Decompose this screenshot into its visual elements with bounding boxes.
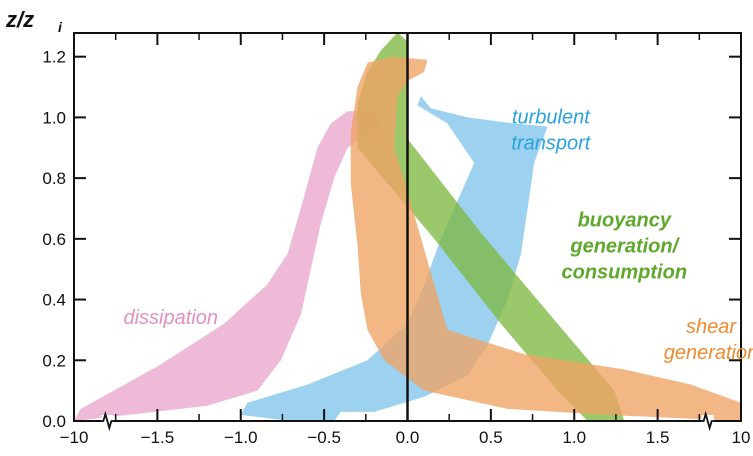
data-bands bbox=[74, 32, 741, 422]
axis-ticks: 0.0 0.2 0.4 0.6 0.8 1.0 1.2 −10 −1.5 −1.0 −0.5 0.0 0… bbox=[42, 33, 750, 447]
label-line: turbulent bbox=[512, 106, 591, 128]
y-axis-label-subscript: i bbox=[58, 19, 63, 35]
band-buoyancy-generation-consumption bbox=[357, 32, 625, 422]
label-line: dissipation bbox=[123, 307, 218, 329]
x-tick-label: 1.0 bbox=[562, 428, 586, 447]
label-buoyancy-generation-consumption: buoyancy generation/consumption bbox=[562, 210, 688, 284]
axis-break-icon-right bbox=[697, 410, 718, 432]
y-axis-label-main: z/z bbox=[5, 7, 34, 32]
x-tick-label: −0.5 bbox=[307, 428, 341, 447]
x-tick-label: −1.5 bbox=[141, 428, 175, 447]
x-tick-label: 0.5 bbox=[479, 428, 503, 447]
y-tick-label: 0.4 bbox=[42, 291, 66, 310]
label-line: transport bbox=[511, 132, 591, 154]
x-tick-label: 10 bbox=[732, 428, 751, 447]
y-tick-label: 0.6 bbox=[42, 230, 66, 249]
x-tick-label: 1.5 bbox=[646, 428, 670, 447]
y-tick-label: 1.0 bbox=[42, 108, 66, 127]
y-tick-label: 1.2 bbox=[42, 48, 66, 67]
label-line: consumption bbox=[562, 262, 688, 284]
band-shear-generation bbox=[350, 56, 741, 421]
label-line: generation bbox=[664, 342, 753, 364]
band-labels: dissipation turbulent transport buoyancy gen… bbox=[123, 106, 753, 363]
label-line: generation/ bbox=[569, 236, 680, 258]
band-dissipation bbox=[74, 111, 381, 422]
label-dissipation: dissipation bbox=[123, 307, 218, 329]
x-tick-label: −10 bbox=[60, 428, 89, 447]
axis-break-icon-left bbox=[97, 410, 118, 432]
x-tick-label: −1.0 bbox=[224, 428, 258, 447]
y-tick-label: 0.8 bbox=[42, 169, 66, 188]
x-tick-label: 0.0 bbox=[396, 428, 420, 447]
label-turbulent-transport: turbulent transport bbox=[511, 106, 591, 154]
y-tick-label: 0.0 bbox=[42, 412, 66, 431]
y-tick-label: 0.2 bbox=[42, 351, 66, 370]
label-line: buoyancy bbox=[578, 210, 672, 232]
label-shear-generation: shear generation bbox=[664, 316, 753, 364]
label-line: shear bbox=[686, 316, 737, 338]
y-axis-label: z/z i bbox=[5, 7, 63, 35]
